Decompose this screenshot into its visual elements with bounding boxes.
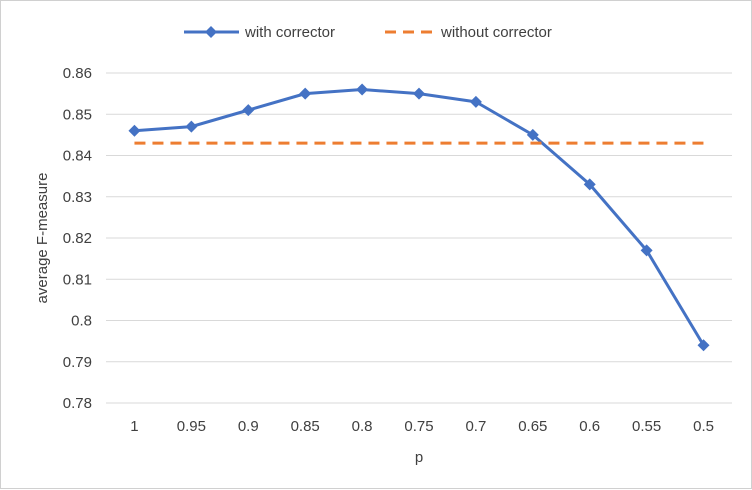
y-axis-ticks: 0.78 0.79 0.8 0.81 0.82 0.83 0.84 0.85 0.86	[63, 65, 92, 412]
series-markers	[128, 83, 710, 352]
y-tick-label: 0.78	[63, 395, 92, 412]
y-tick-label: 0.79	[63, 354, 92, 371]
x-tick-label: 0.6	[579, 418, 600, 435]
data-point	[413, 87, 425, 100]
data-point	[526, 128, 539, 141]
legend: with corrector without corrector	[184, 24, 552, 41]
x-tick-label: 0.85	[291, 418, 320, 435]
y-axis-label: average F-measure	[34, 173, 51, 304]
series-lines	[132, 88, 706, 347]
x-tick-label: 0.5	[693, 418, 714, 435]
x-tick-label: 0.95	[177, 418, 206, 435]
x-tick-label: 0.9	[238, 418, 259, 435]
data-point	[697, 339, 710, 352]
y-tick-label: 0.8	[71, 313, 92, 330]
data-point	[356, 83, 369, 96]
data-point	[185, 120, 198, 133]
x-tick-label: 0.8	[352, 418, 373, 435]
gridlines	[106, 72, 732, 404]
y-tick-label: 0.86	[63, 65, 92, 82]
data-point	[242, 104, 255, 117]
data-point	[583, 178, 596, 191]
x-axis-ticks: 1 0.95 0.9 0.85 0.8 0.75 0.7 0.65 0.6 0.55 0.5	[130, 418, 714, 435]
y-tick-label: 0.83	[63, 189, 92, 206]
x-tick-label: 0.75	[404, 418, 433, 435]
x-axis-label: p	[415, 449, 423, 466]
y-tick-label: 0.82	[63, 230, 92, 247]
legend-marker-with-corrector	[205, 26, 217, 38]
y-tick-label: 0.85	[63, 106, 92, 123]
x-tick-label: 0.55	[632, 418, 661, 435]
data-point	[128, 124, 141, 137]
y-tick-label: 0.84	[63, 148, 92, 165]
series-line-with-corrector	[132, 88, 706, 347]
legend-label-with-corrector: with corrector	[244, 24, 335, 41]
x-tick-label: 0.65	[518, 418, 547, 435]
legend-label-without-corrector: without corrector	[440, 24, 552, 41]
data-point	[299, 87, 312, 100]
data-point	[469, 95, 482, 108]
y-tick-label: 0.81	[63, 271, 92, 288]
data-point	[640, 244, 653, 257]
x-tick-label: 1	[130, 418, 138, 435]
x-tick-label: 0.7	[465, 418, 486, 435]
